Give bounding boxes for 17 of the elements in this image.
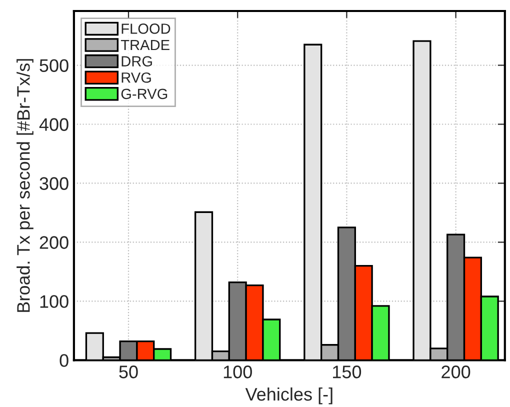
y-tick-label: 0 xyxy=(60,354,68,367)
legend-label: G-RVG xyxy=(121,88,168,100)
y-tick-label: 400 xyxy=(39,118,68,131)
y-tick-label: 100 xyxy=(40,295,68,308)
y-tick-label: 200 xyxy=(40,236,68,249)
x-tick-label: 100 xyxy=(224,366,252,378)
x-tick-label: 200 xyxy=(442,366,470,378)
x-axis-title: Vehicles [-] xyxy=(245,387,332,404)
legend-label: FLOOD xyxy=(122,24,170,34)
x-tick-label: 150 xyxy=(333,366,362,378)
legend-label: TRADE xyxy=(120,40,170,50)
y-axis-title: Broad. Tx per second [#Br-Tx/s] xyxy=(16,59,34,312)
y-tick-label: 300 xyxy=(40,177,68,190)
y-tick-label: 500 xyxy=(40,59,68,72)
x-tick-label: 50 xyxy=(119,366,138,378)
legend-label: DRG xyxy=(122,56,152,66)
legend-label: RVG xyxy=(122,72,151,83)
